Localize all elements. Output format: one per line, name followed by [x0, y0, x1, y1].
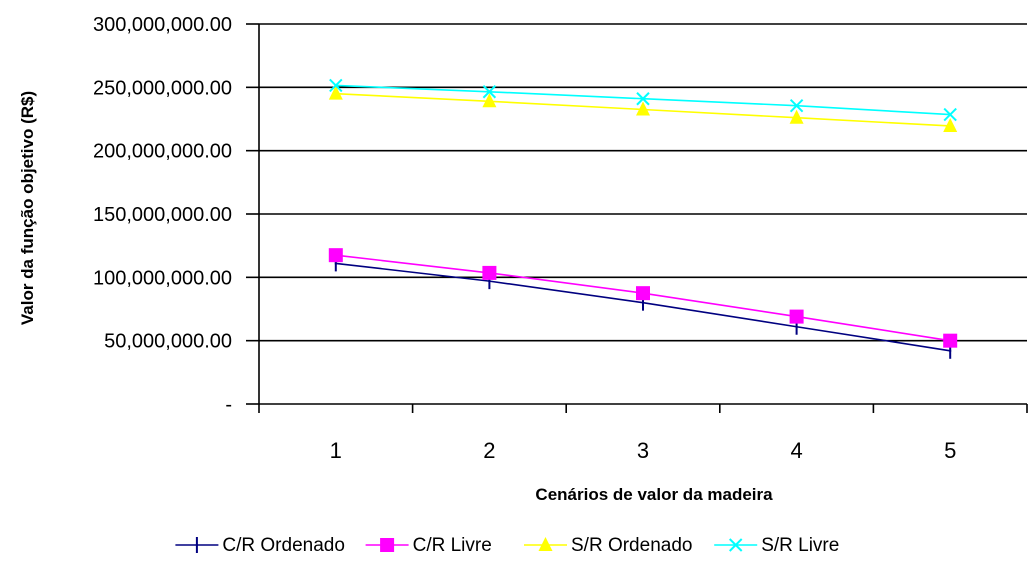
x-tick-label: 1	[330, 438, 342, 463]
data-point-triangle	[636, 101, 650, 116]
x-tick-label: 3	[637, 438, 649, 463]
data-point-square	[943, 333, 958, 348]
data-point-x	[789, 98, 804, 113]
x-tick-label: 2	[483, 438, 495, 463]
y-tick-label: 50,000,000.00	[104, 331, 232, 353]
x-axis-tick-labels: 1 2 3 4 5	[330, 438, 957, 463]
series-s-r-ordenado	[328, 85, 958, 132]
data-point-x	[329, 78, 343, 93]
marker-d2	[943, 107, 957, 122]
x-axis-title: Cenários de valor da madeira	[535, 485, 773, 504]
y-tick-label: 150,000,000.00	[93, 204, 232, 226]
legend-label: C/R Livre	[413, 535, 492, 556]
data-point-square	[380, 538, 395, 552]
marker-d2	[636, 92, 650, 106]
data-point-square	[482, 265, 497, 280]
legend-label: C/R Ordenado	[222, 535, 345, 556]
marker-d2	[329, 78, 343, 93]
marker-d2	[482, 85, 497, 99]
data-point-x	[482, 85, 497, 99]
series-c-r-livre	[328, 248, 958, 348]
data-point-triangle	[482, 93, 497, 108]
series-c-r-ordenado	[334, 255, 952, 359]
data-series	[328, 78, 958, 359]
data-point-plus	[195, 537, 198, 553]
data-point-x	[728, 538, 743, 552]
y-tick-label: 250,000,000.00	[93, 77, 232, 99]
axes	[246, 23, 1028, 413]
legend-label: S/R Livre	[761, 535, 839, 556]
data-point-square	[328, 248, 343, 263]
y-axis-tick-labels: - 50,000,000.00 100,000,000.00 150,000,000.…	[93, 14, 232, 416]
y-tick-label: 100,000,000.00	[93, 267, 232, 289]
marker-d2	[728, 538, 743, 552]
data-point-x	[636, 92, 650, 106]
legend-item: C/R Ordenado	[175, 535, 345, 556]
y-tick-label: 300,000,000.00	[93, 14, 232, 36]
legend: C/R Ordenado C/R Livre S/R Ordenado S/R Liv…	[175, 535, 839, 556]
series-s-r-livre	[329, 78, 957, 122]
y-tick-label: 200,000,000.00	[93, 141, 232, 163]
data-point-triangle	[789, 109, 804, 124]
data-point-square	[789, 309, 804, 324]
marker-d2	[789, 98, 804, 113]
y-tick-label: -	[225, 394, 232, 416]
legend-label: S/R Ordenado	[571, 535, 692, 556]
legend-item: S/R Livre	[714, 535, 839, 556]
data-point-triangle	[943, 117, 958, 132]
data-point-x	[943, 107, 957, 122]
legend-item: S/R Ordenado	[524, 535, 692, 556]
y-axis-title: Valor da função objetivo (R$)	[18, 91, 37, 325]
x-tick-label: 4	[790, 438, 802, 463]
data-point-triangle	[538, 537, 553, 551]
x-tick-label: 5	[944, 438, 956, 463]
data-point-square	[636, 286, 650, 301]
data-point-triangle	[328, 85, 343, 100]
legend-item: C/R Livre	[365, 535, 492, 556]
